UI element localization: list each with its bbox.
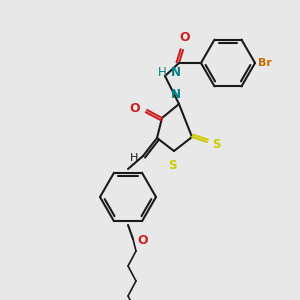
Text: H: H: [130, 153, 138, 163]
Text: S: S: [212, 137, 220, 151]
Text: O: O: [129, 101, 140, 115]
Text: N: N: [171, 88, 181, 101]
Text: S: S: [168, 159, 176, 172]
Text: H: H: [158, 65, 167, 79]
Text: Br: Br: [258, 58, 272, 68]
Text: O: O: [180, 31, 190, 44]
Text: O: O: [137, 235, 148, 248]
Text: N: N: [171, 65, 181, 79]
